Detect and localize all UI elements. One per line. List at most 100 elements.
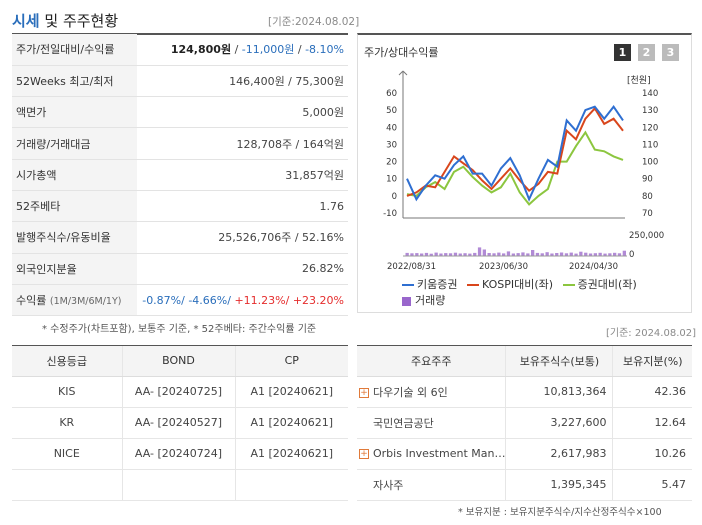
base-date-right: [기준: 2024.08.02] bbox=[606, 328, 697, 339]
footnote-holders: * 보유지분 : 보유지분주식수/지수산정주식수×100 bbox=[458, 507, 662, 518]
table-row bbox=[12, 469, 348, 501]
table-row: + 다우기술 외 6인 10,813,364 42.36 bbox=[357, 376, 692, 408]
table-row: 액면가 5,000원 bbox=[12, 96, 348, 129]
volume-bar bbox=[603, 253, 607, 256]
volume-bar bbox=[598, 252, 602, 256]
page-title: 시세 및 주주현황 bbox=[12, 12, 119, 30]
series-kospi-line bbox=[406, 106, 624, 197]
table-row: 발행주식수/유동비율 25,526,706주 / 52.16% bbox=[12, 221, 348, 254]
volume-bar bbox=[410, 253, 414, 256]
volume-bar bbox=[497, 252, 501, 256]
legend-item: 거래량 bbox=[402, 292, 445, 308]
volume-bar bbox=[502, 253, 506, 256]
table-row: NICE AA- [20240724] A1 [20240621] bbox=[12, 438, 348, 470]
expand-plus-icon[interactable]: + bbox=[359, 387, 369, 398]
right-tick-label: 140 bbox=[642, 89, 658, 99]
right-tick-label: 120 bbox=[642, 123, 658, 133]
volume-bar bbox=[506, 251, 511, 256]
table-header-row: 신용등급 BOND CP bbox=[12, 346, 348, 377]
legend-item: 키움증권 bbox=[402, 278, 457, 291]
table-row: 주가/전일대비/수익률 124,800원 / -11,000원 / -8.10% bbox=[12, 34, 348, 66]
volume-bar bbox=[492, 253, 496, 256]
volume-bar bbox=[434, 252, 438, 256]
right-axis-unit: [천원] bbox=[627, 75, 651, 86]
volume-bar bbox=[613, 252, 617, 256]
chart-page-2-button[interactable]: 2 bbox=[638, 44, 655, 61]
volume-bar bbox=[482, 249, 486, 256]
volume-bar bbox=[617, 253, 622, 256]
series-sector-line bbox=[406, 130, 624, 206]
row-label: 주가/전일대비/수익률 bbox=[12, 34, 137, 66]
legend-swatch-icon bbox=[402, 284, 414, 286]
volume-bar bbox=[540, 253, 544, 256]
chart-legend: 키움증권 KOSPI대비(좌) 증권대비(좌) bbox=[402, 276, 637, 292]
x-label: 2023/06/30 bbox=[479, 262, 528, 272]
left-tick-label: -10 bbox=[383, 209, 397, 219]
table-row: KIS AA- [20240725] A1 [20240621] bbox=[12, 376, 348, 408]
volume-bar bbox=[545, 252, 549, 256]
legend-item: 증권대비(좌) bbox=[562, 278, 637, 291]
left-tick-label: 60 bbox=[386, 89, 397, 99]
volume-bar bbox=[473, 252, 477, 256]
returns-label: 수익률 (1M/3M/6M/1Y) bbox=[12, 284, 137, 317]
table-row: 외국인지분율 26.82% bbox=[12, 253, 348, 285]
table-header-row: 주요주주 보유주식수(보통) 보유지분(%) bbox=[357, 346, 692, 377]
volume-bar bbox=[622, 250, 626, 256]
legend-item: KOSPI대비(좌) bbox=[466, 278, 553, 291]
table-row: 52주베타 1.76 bbox=[12, 190, 348, 223]
volume-bar bbox=[463, 253, 467, 256]
volume-bar bbox=[487, 253, 491, 256]
volume-bar bbox=[564, 253, 569, 256]
volume-bar bbox=[424, 252, 429, 256]
volume-bar bbox=[453, 252, 458, 256]
table-row: 수익률 (1M/3M/6M/1Y) -0.87%/ -4.66%/ +11.23… bbox=[12, 284, 348, 317]
chart-page-3-button[interactable]: 3 bbox=[662, 44, 679, 61]
table-row: KR AA- [20240527] A1 [20240621] bbox=[12, 407, 348, 439]
volume-bar bbox=[579, 251, 583, 256]
footnote-left: * 수정주가(차트포함), 보통주 기준, * 52주베타: 주간수익률 기준 bbox=[42, 324, 317, 335]
volume-bar bbox=[458, 253, 462, 256]
series-price-line bbox=[406, 105, 624, 202]
legend-swatch-icon bbox=[562, 284, 575, 286]
holders-table: 주요주주 보유주식수(보통) 보유지분(%) + 다우기술 외 6인 10,813… bbox=[357, 346, 692, 501]
expand-plus-icon[interactable]: + bbox=[359, 449, 369, 459]
volume-bar bbox=[588, 253, 593, 256]
credit-rating-table: 신용등급 BOND CP KIS AA- [20240725] A1 [202406… bbox=[12, 346, 348, 501]
left-tick-label: 10 bbox=[386, 175, 397, 185]
legend-swatch-icon bbox=[466, 284, 479, 286]
right-axis-ticks: 140 130 120 110 100 90 80 70 bbox=[642, 89, 658, 219]
volume-bar bbox=[608, 253, 612, 256]
right-tick-label: 80 bbox=[642, 192, 653, 202]
base-date: [기준:2024.08.02] bbox=[268, 16, 360, 28]
volume-bar bbox=[415, 253, 419, 256]
stock-info-table: 주가/전일대비/수익률 124,800원 / -11,000원 / -8.10%… bbox=[12, 34, 348, 317]
table-row: 거래량/거래대금 128,708주 / 164억원 bbox=[12, 127, 348, 160]
volume-bar bbox=[555, 253, 559, 256]
table-row: 국민연금공단 3,227,600 12.64 bbox=[357, 407, 692, 439]
chart-page-1-button[interactable]: 1 bbox=[614, 44, 631, 61]
volume-bar bbox=[429, 253, 433, 256]
volume-bar bbox=[511, 253, 515, 256]
volume-bar bbox=[420, 253, 424, 256]
volume-bar bbox=[535, 252, 540, 256]
returns-value: -0.87%/ -4.66%/ +11.23%/ +23.20% bbox=[137, 284, 348, 317]
volume-bar bbox=[516, 253, 520, 256]
volume-max-label: 250,000 bbox=[629, 231, 664, 241]
x-label: 2024/04/30 bbox=[569, 262, 618, 272]
volume-bar bbox=[584, 252, 588, 256]
table-row: 시가총액 31,857억원 bbox=[12, 159, 348, 191]
left-axis-ticks: 60 50 40 30 20 10 0 -10 bbox=[383, 89, 397, 219]
chart-panel bbox=[357, 33, 692, 313]
table-row: + Orbis Investment Man… 2,617,983 10.26 bbox=[357, 438, 692, 470]
volume-bars bbox=[405, 247, 626, 256]
x-label: 2022/08/31 bbox=[387, 262, 436, 272]
volume-bar bbox=[439, 253, 443, 256]
right-tick-label: 130 bbox=[642, 106, 658, 116]
left-tick-label: 30 bbox=[386, 140, 397, 150]
volume-bar bbox=[405, 252, 409, 256]
volume-bar bbox=[574, 253, 578, 256]
volume-bar bbox=[550, 253, 554, 256]
volume-bar bbox=[531, 250, 535, 256]
left-tick-label: 0 bbox=[392, 192, 397, 202]
